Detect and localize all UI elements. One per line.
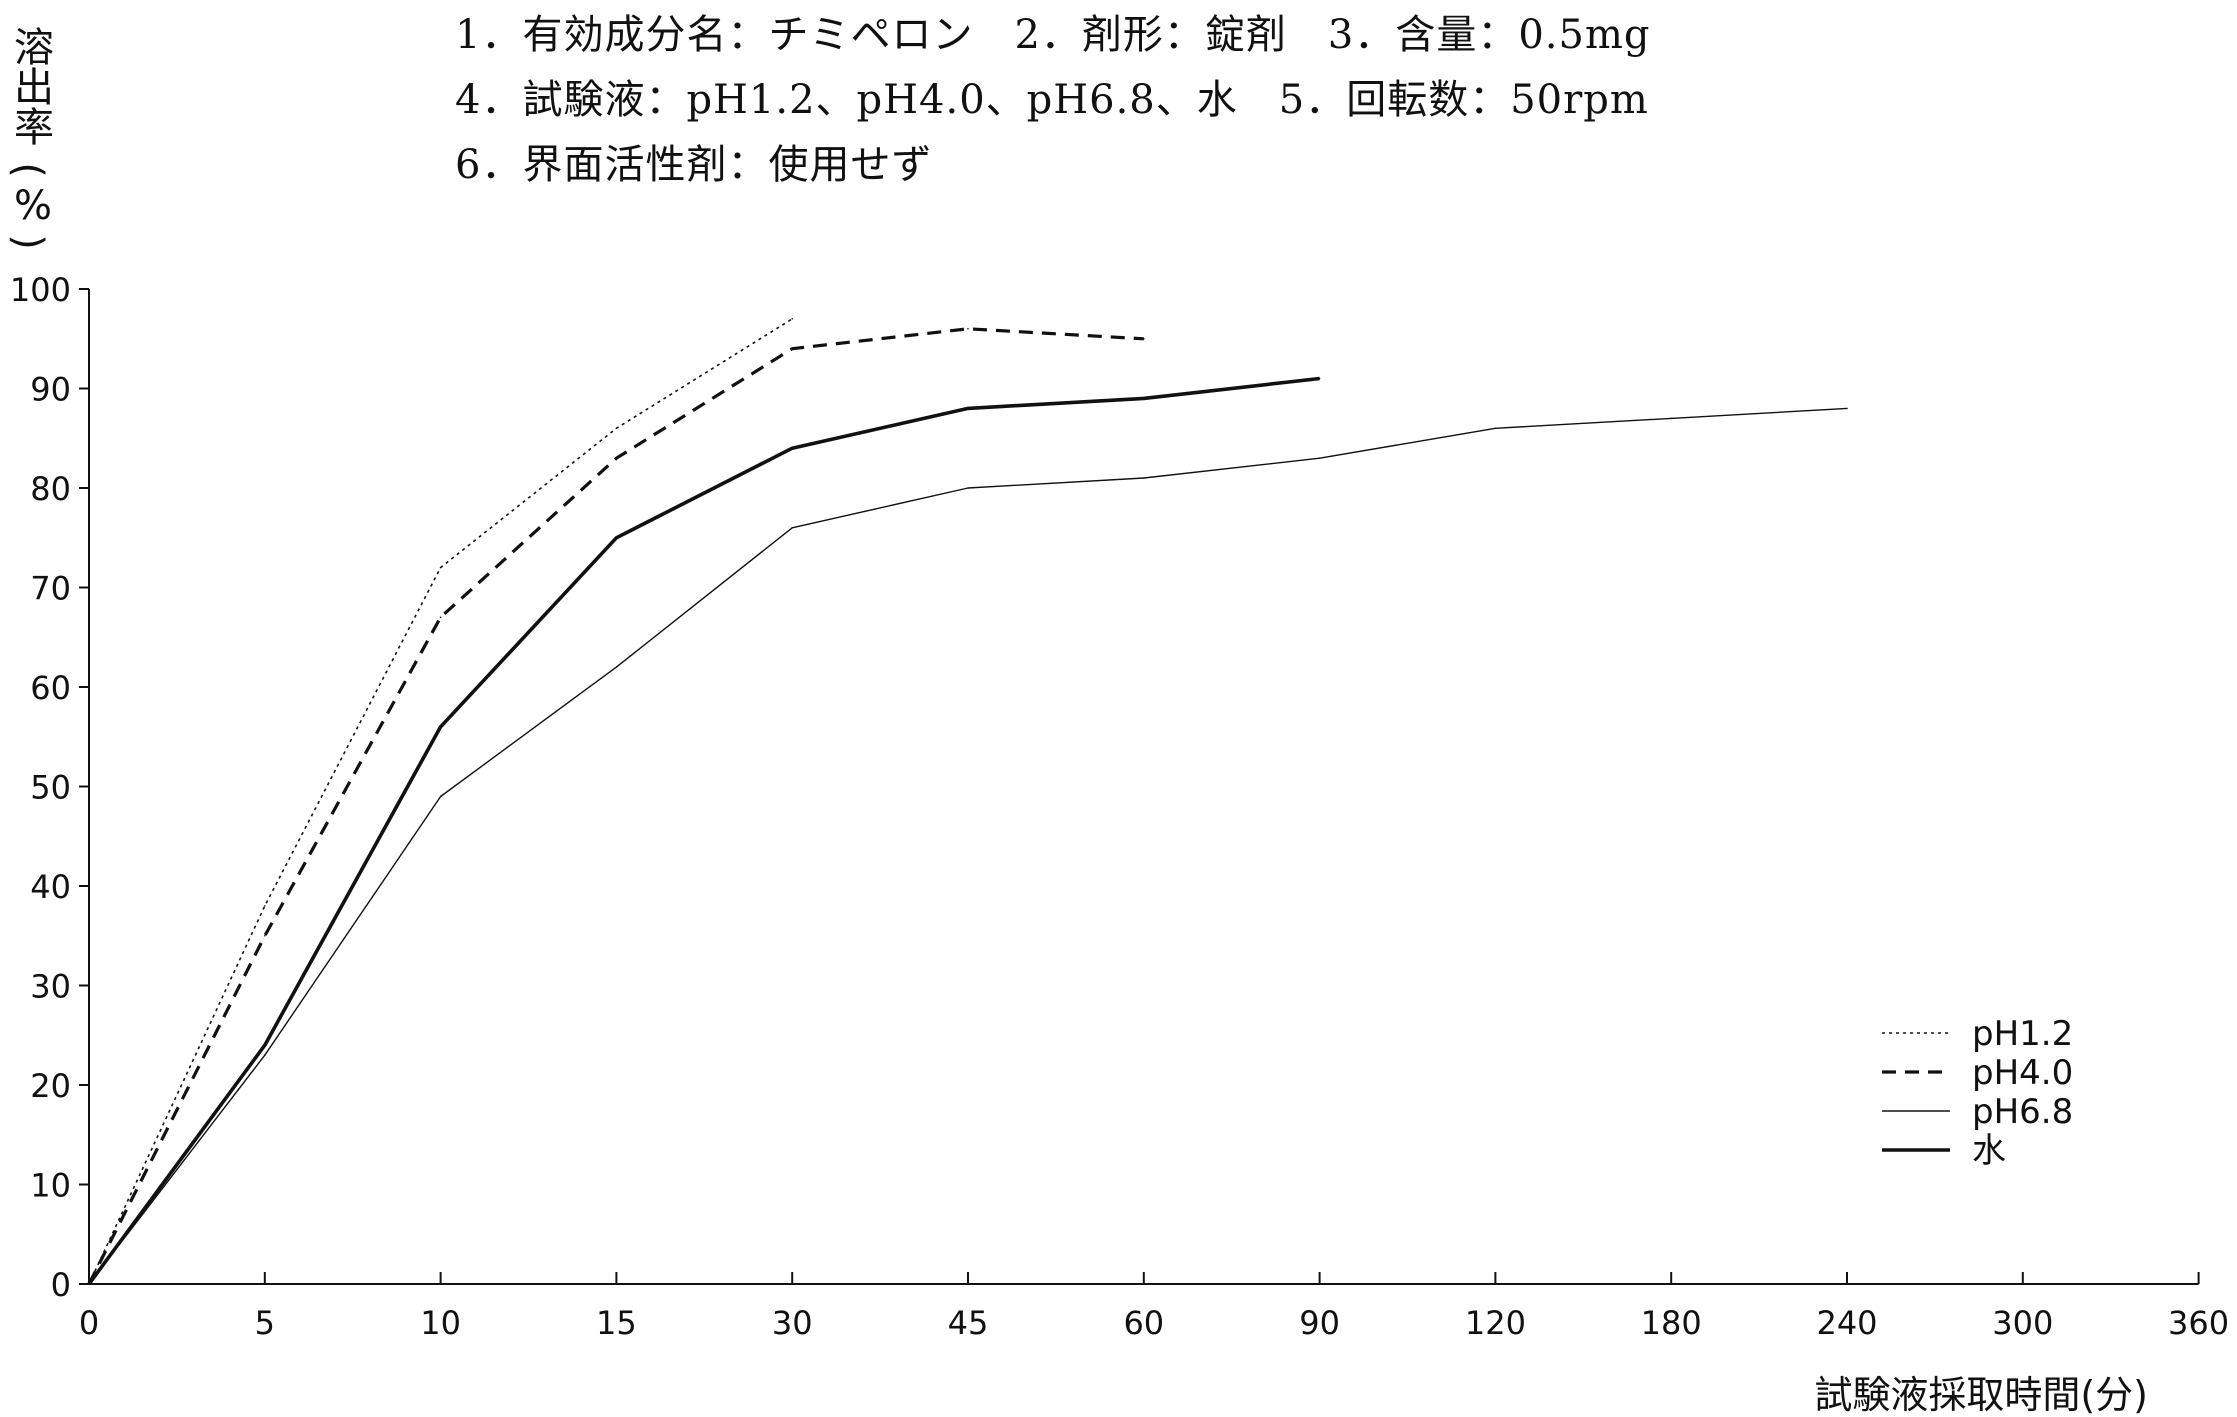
data-point	[439, 726, 442, 728]
legend-label: pH1.2	[1972, 1014, 2073, 1054]
data-point	[615, 427, 618, 430]
y-axis-title-char: %	[14, 183, 53, 229]
data-point	[791, 447, 793, 450]
info-line-1: 1．有効成分名：チミペロン 2．剤形：錠剤 3．含量：0.5mg	[455, 12, 1651, 58]
y-axis-title-char: 溶	[14, 25, 54, 71]
series-line-thin	[88, 407, 1848, 1285]
data-point	[439, 566, 442, 569]
x-tick-label: 30	[772, 1304, 813, 1342]
data-point	[791, 347, 793, 350]
data-point	[1846, 407, 1848, 410]
data-point	[967, 328, 969, 330]
x-tick-label: 10	[420, 1304, 461, 1342]
y-tick-label: 20	[30, 1067, 71, 1105]
x-tick-label: 45	[948, 1304, 989, 1342]
y-tick-label: 70	[30, 570, 71, 608]
data-point	[264, 905, 266, 907]
info-line-2: 4．試験液：pH1.2、pH4.0、pH6.8、水 5．回転数：50rpm	[455, 77, 1649, 123]
y-tick-label: 40	[30, 868, 71, 906]
series-line-dashed	[87, 327, 1144, 1285]
legend-label: pH6.8	[1972, 1092, 2073, 1132]
legend-label: pH4.0	[1972, 1053, 2073, 1093]
x-tick-label: 0	[79, 1304, 99, 1342]
x-tick-label: 5	[255, 1304, 275, 1342]
data-point	[791, 527, 793, 529]
y-tick-label: 100	[10, 271, 71, 309]
y-tick-label: 10	[30, 1167, 71, 1205]
y-tick-label: 60	[30, 669, 71, 707]
data-point	[1318, 377, 1321, 380]
y-tick-label: 50	[30, 769, 71, 807]
legend-label: 水	[1972, 1131, 2006, 1171]
y-tick-label: 80	[30, 470, 71, 508]
x-axis-title: 試験液採取時間(分)	[1814, 1373, 2148, 1417]
data-point	[615, 536, 618, 539]
data-point	[615, 666, 618, 668]
x-tick-label: 60	[1123, 1304, 1164, 1342]
y-tick-label: 0	[51, 1266, 71, 1304]
data-point	[967, 487, 969, 489]
data-point	[791, 318, 793, 320]
data-point	[264, 1044, 266, 1046]
x-tick-label: 180	[1641, 1304, 1702, 1342]
data-point	[615, 457, 618, 459]
data-point	[439, 616, 442, 619]
x-tick-label: 90	[1299, 1304, 1340, 1342]
data-point	[264, 934, 266, 937]
data-point	[1143, 397, 1145, 400]
data-point	[1143, 337, 1145, 340]
y-tick-label: 90	[30, 371, 71, 409]
x-tick-label: 240	[1816, 1304, 1877, 1342]
data-point	[264, 1054, 266, 1056]
x-tick-label: 360	[2168, 1304, 2229, 1342]
series-line-thick	[87, 376, 1320, 1286]
data-point	[1494, 427, 1497, 430]
data-point	[439, 795, 442, 798]
data-point	[1318, 457, 1321, 459]
data-point	[88, 1283, 90, 1285]
x-tick-label: 300	[1992, 1304, 2053, 1342]
y-axis-title-char: 率	[14, 105, 54, 151]
data-point	[1143, 477, 1145, 479]
data-point	[967, 407, 969, 410]
x-tick-label: 15	[596, 1304, 637, 1342]
info-line-3: 6．界面活性剤：使用せず	[455, 142, 933, 188]
y-axis-title-char: 出	[14, 65, 54, 111]
y-tick-label: 30	[30, 968, 71, 1006]
x-tick-label: 120	[1465, 1304, 1526, 1342]
data-point	[1670, 417, 1672, 420]
